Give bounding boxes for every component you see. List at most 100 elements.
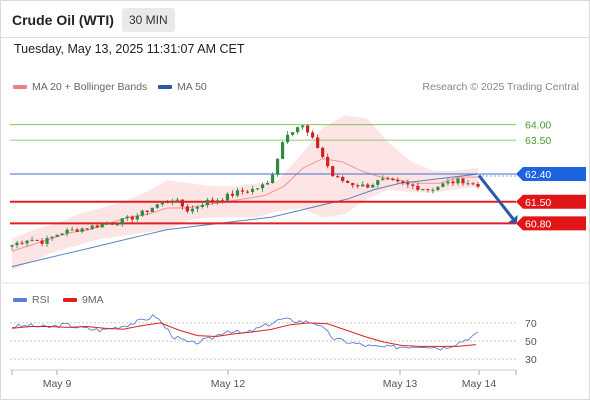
candle-body [240,190,245,192]
candle-body [90,225,94,229]
timeframe-badge[interactable]: 30 MIN [122,8,175,32]
bollinger-bands [12,115,478,270]
candle-body [190,208,194,212]
candle-body [70,229,74,231]
candle-body [50,236,54,239]
candle-body [185,206,189,212]
candle-body [346,180,350,183]
candle-body [25,240,29,244]
candle-body [210,199,215,202]
candle-body [165,201,169,203]
candle-body [285,134,290,143]
bollinger-band-fill [12,115,478,270]
candle-body [30,239,34,241]
candle-body [10,245,14,247]
candle-body [170,200,174,202]
candle-body [135,215,139,220]
candle-body [401,181,405,183]
chart-header: Crude Oil (WTI) 30 MIN [1,1,589,38]
legend-rsi-ma: 9MA [63,294,104,306]
rsi-ma-swatch [63,298,77,303]
candle-body [376,180,380,185]
candle-body [45,238,49,244]
candle-body [125,216,129,219]
candle-body [326,156,330,167]
candle-body [341,176,345,181]
x-tick-label: May 12 [211,378,246,390]
candle-body [80,228,84,232]
x-tick-label: May 9 [43,378,72,390]
candle-body [311,132,315,138]
candle-body [55,234,59,237]
candle-body [20,242,24,244]
level-label-64.00: 64.00 [525,120,551,132]
level-tag-62.40 [516,167,586,182]
ma20-line [11,158,478,252]
rsi-label: RSI [32,294,50,306]
candle-body [235,190,240,196]
candle-body [110,223,114,225]
candle-body [441,183,445,187]
candle-body [100,224,104,228]
candle-body [321,147,325,157]
candle-body [95,225,99,228]
ma20-label: MA 20 + Bollinger Bands [32,81,148,93]
candle-body [140,210,144,216]
candle-body [361,184,365,187]
candle-body [275,158,280,175]
candle-body [120,218,124,225]
candle-body [451,181,455,184]
candle-body [381,178,385,181]
candle-body [180,199,184,207]
candle-body [230,193,235,196]
candle-body [270,174,275,184]
rsi-swatch [13,298,27,303]
rsi-ma-label: 9MA [82,294,104,306]
candle-body [386,178,390,180]
candle-body [105,223,109,225]
moving-averages [11,158,479,268]
candle-body [371,184,375,188]
level-tag-60.80 [516,216,586,231]
level-label-60.80: 60.80 [525,218,551,230]
candle-body [205,199,210,206]
candle-body [35,239,39,241]
candle-body [65,229,69,234]
candle-body [155,204,159,208]
candle-body [215,200,220,202]
x-tick-label: May 14 [462,378,497,390]
rsi-level-label-30: 30 [525,354,537,366]
forecast-arrow-shaft [477,174,515,220]
candle-body [175,199,179,201]
rsi-level-label-50: 50 [525,336,537,348]
candle-body [85,228,89,230]
candle-body [446,181,450,184]
candle-body [461,178,465,184]
candle-body [406,182,410,185]
rsi-panel: 70 50 30 [0,282,589,366]
candle-body [260,184,265,189]
candle-body [250,188,255,192]
level-label-62.40: 62.40 [525,169,551,181]
x-axis: May 9 May 12 May 13 May 14 [10,369,517,390]
rsi-ma-line [11,322,477,347]
candle-body [15,242,19,246]
candle-body [301,125,305,128]
candle-body [431,189,435,191]
candles [10,124,516,251]
candle-body [336,176,340,178]
level-tags: 64.00 63.50 62.40 61.50 60.80 [516,120,586,231]
candle-body [471,183,475,185]
legend-rsi: RSI [13,294,50,306]
price-levels [10,124,516,225]
candle-body [130,216,134,220]
legend-ma20: MA 20 + Bollinger Bands [13,81,147,93]
candle-body [40,240,44,244]
candle-body [421,189,425,191]
candle-body [426,189,430,191]
forecast-arrow [477,174,518,224]
chart-datetime: Tuesday, May 13, 2025 11:31:07 AM CET [14,42,245,56]
candle-body [160,201,164,205]
